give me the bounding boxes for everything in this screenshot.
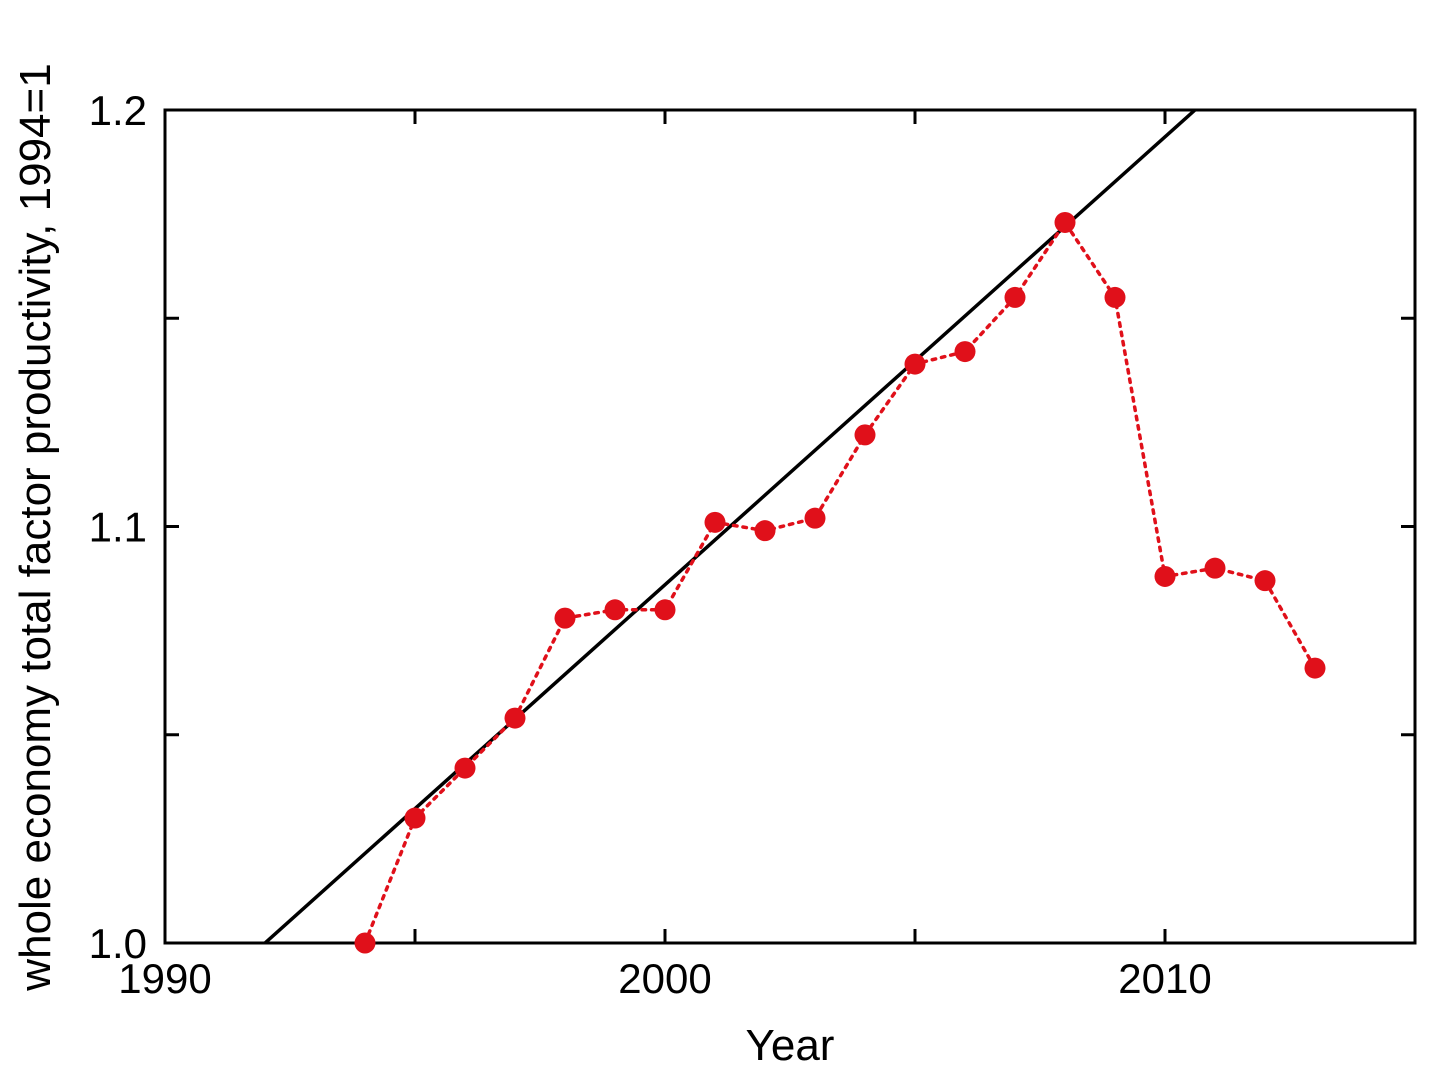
tfp-point <box>404 807 426 829</box>
tfp-point <box>454 757 476 779</box>
y-tick-label: 1.2 <box>89 87 147 134</box>
x-axis-label: Year <box>746 1021 835 1070</box>
tfp-point <box>654 599 676 621</box>
tfp-point <box>854 424 876 446</box>
tfp-point <box>904 353 926 375</box>
x-tick-label: 1990 <box>118 955 211 1002</box>
tfp-point <box>804 507 826 529</box>
plot-area <box>263 110 1317 943</box>
tfp-point <box>754 520 776 542</box>
tfp-point <box>1204 557 1226 579</box>
y-tick-label: 1.0 <box>89 920 147 967</box>
tfp-point <box>1254 570 1276 592</box>
tfp-point <box>1004 286 1026 308</box>
tfp-point <box>1104 286 1126 308</box>
x-tick-label: 2000 <box>618 955 711 1002</box>
tfp-point <box>1304 657 1326 679</box>
tfp-point <box>354 932 376 954</box>
tfp-markers <box>354 211 1326 954</box>
y-axis-label: whole economy total factor productivity,… <box>11 63 60 991</box>
tfp-point <box>1154 565 1176 587</box>
tfp-point <box>704 511 726 533</box>
tfp-point <box>554 607 576 629</box>
tfp-point <box>954 341 976 363</box>
axis-ticks <box>163 108 1417 945</box>
tick-labels: 1990 2000 2010 1.0 1.1 1.2 <box>89 87 1212 1002</box>
plot-frame <box>163 108 1417 945</box>
x-tick-label: 2010 <box>1118 955 1211 1002</box>
y-tick-label: 1.1 <box>89 504 147 551</box>
tfp-point <box>604 599 626 621</box>
trend-line <box>263 110 1197 943</box>
tfp-point <box>1054 211 1076 233</box>
tfp-series-line <box>363 219 1317 943</box>
tfp-point <box>504 707 526 729</box>
